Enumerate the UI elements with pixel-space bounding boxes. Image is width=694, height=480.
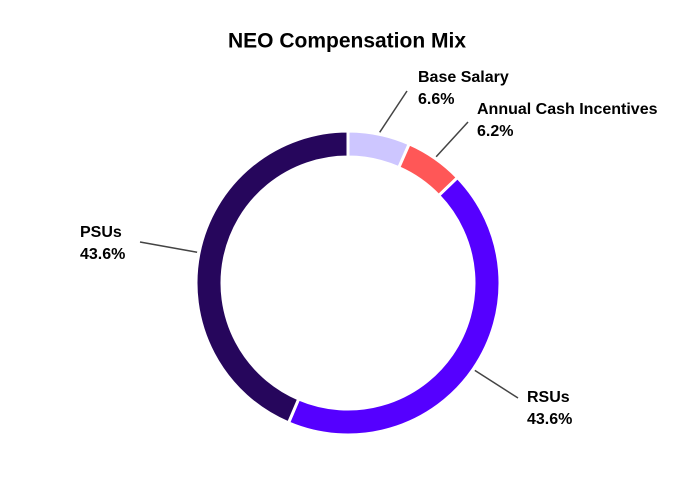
donut-slice: [194, 129, 350, 425]
leader-line: [139, 241, 198, 253]
slice-label: Base Salary: [418, 69, 509, 86]
leader-line: [435, 121, 469, 158]
leader-line: [379, 90, 408, 133]
slice-label: Annual Cash Incentives: [477, 101, 658, 118]
donut-slice: [286, 175, 502, 437]
slice-value-label: 6.6%: [418, 91, 454, 108]
slice-label: RSUs: [527, 389, 570, 406]
slice-value-label: 6.2%: [477, 123, 513, 140]
slice-value-label: 43.6%: [80, 246, 125, 263]
leader-line: [474, 369, 519, 399]
slice-value-label: 43.6%: [527, 411, 572, 428]
chart-title: NEO Compensation Mix: [228, 30, 466, 53]
slice-label: PSUs: [80, 224, 122, 241]
